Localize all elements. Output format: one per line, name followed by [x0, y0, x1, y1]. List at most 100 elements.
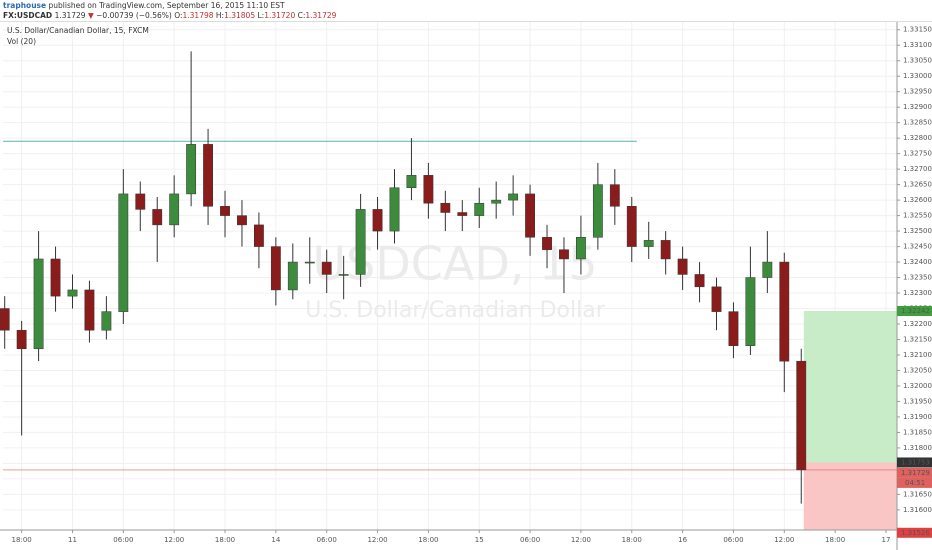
candle-body	[169, 193, 180, 226]
author[interactable]: traphouse	[3, 1, 46, 10]
l: 1.31720	[264, 11, 295, 20]
candle-body	[559, 249, 569, 260]
y-tick-label: 1.32200	[903, 320, 932, 328]
y-tick-label: 1.31950	[903, 397, 932, 405]
candle-body	[542, 237, 552, 250]
y-tick-label: 1.33000	[903, 72, 932, 80]
last: 1.31729	[55, 11, 86, 20]
y-tick-label: 1.32150	[903, 336, 932, 344]
y-tick-label: 1.32350	[903, 274, 932, 282]
header: traphouse published on TradingView.com, …	[3, 1, 337, 20]
y-tick-label: 1.32050	[903, 366, 932, 374]
candle-body	[372, 209, 383, 232]
candle-body	[220, 206, 230, 216]
x-tick-label: 16	[678, 536, 687, 544]
x-tick-label: 06:00	[520, 536, 540, 544]
candle-body	[525, 193, 535, 238]
candle-body	[118, 193, 129, 312]
symbol: FX:USDCAD	[3, 11, 52, 20]
candle-body	[592, 184, 603, 238]
last-price-label-bg	[897, 467, 932, 478]
last-price-label: 1.31729	[901, 469, 930, 477]
target-label: 1.32242	[901, 307, 930, 315]
candle-body	[237, 215, 247, 226]
x-tick-label: 12:00	[571, 536, 591, 544]
candle-body	[508, 193, 519, 201]
grid	[3, 22, 897, 530]
y-tick-label: 1.32000	[903, 382, 932, 390]
x-tick-label: 18:00	[622, 536, 642, 544]
candle-body	[101, 311, 112, 331]
x-tick-label: 06:00	[317, 536, 337, 544]
candle-body	[338, 274, 349, 276]
y-tick-label: 1.31600	[903, 506, 932, 514]
watermark-symbol: USDCAD, 15	[312, 237, 597, 291]
x-tick-label: 06:00	[723, 536, 743, 544]
loss-zone	[803, 462, 897, 530]
y-tick-label: 1.33150	[903, 26, 932, 34]
entry-label-bg	[897, 457, 932, 468]
y-tick-label: 1.31900	[903, 413, 932, 421]
candle-body	[474, 202, 485, 216]
candle-body	[779, 261, 790, 362]
quote-line: FX:USDCAD 1.31729 ▼ −0.00739 (−0.56%) O:…	[3, 11, 337, 20]
stop-label: 1.31526	[901, 529, 930, 537]
candle-body	[626, 206, 637, 247]
profit-zone	[803, 311, 897, 463]
arrow: ▼	[88, 11, 94, 20]
y-tick-label: 1.32800	[903, 134, 932, 142]
x-tick-label: 12:00	[367, 536, 387, 544]
h-label: H:	[216, 11, 224, 20]
candle-body	[33, 258, 44, 350]
candle-body	[643, 240, 654, 247]
x-tick-label: 18:00	[215, 536, 235, 544]
indicator-label: Vol (20)	[7, 37, 36, 46]
axes: 1.316001.316501.317001.317501.318001.318…	[12, 26, 932, 544]
o-label: O:	[174, 11, 182, 20]
y-tick-label: 1.32500	[903, 227, 932, 235]
candle-body	[50, 258, 61, 297]
candle-body	[186, 144, 197, 195]
candle-body	[135, 193, 146, 210]
x-tick-label: 15	[475, 536, 484, 544]
candle-body	[287, 261, 298, 291]
x-tick-label: 11	[68, 536, 77, 544]
plot	[0, 51, 897, 530]
y-tick-label: 1.33100	[903, 41, 932, 49]
candle-body	[728, 311, 739, 346]
y-tick-label: 1.32400	[903, 258, 932, 266]
x-tick-label: 06:00	[113, 536, 133, 544]
y-tick-label: 1.32950	[903, 88, 932, 96]
candle-body	[491, 199, 502, 204]
published: published on TradingView.com, September …	[49, 1, 286, 10]
candle-body	[203, 144, 213, 207]
entry-label: 1.31753	[901, 458, 930, 466]
y-tick-label: 1.31650	[903, 490, 932, 498]
y-tick-label: 1.31800	[903, 444, 932, 452]
y-tick-label: 1.32850	[903, 119, 932, 127]
candle-body	[576, 237, 586, 260]
candle-body	[694, 274, 705, 288]
c-label: C:	[298, 11, 306, 20]
x-tick-label: 18:00	[418, 536, 438, 544]
c: 1.31729	[305, 11, 336, 20]
stop-label-bg	[897, 527, 932, 538]
candle-body	[796, 360, 807, 471]
candle-body	[84, 289, 95, 331]
candle-body	[440, 202, 451, 213]
candle-body	[711, 286, 722, 312]
candle-body	[457, 212, 468, 216]
y-tick-label: 1.33050	[903, 57, 932, 65]
x-tick-label: 12:00	[164, 536, 184, 544]
y-tick-label: 1.32100	[903, 351, 932, 359]
x-tick-label: 18:00	[12, 536, 32, 544]
candle-body	[270, 246, 281, 291]
candle-body	[321, 261, 332, 275]
candle-body	[660, 240, 671, 260]
x-tick-label: 18:00	[825, 536, 845, 544]
y-tick-label: 1.32750	[903, 150, 932, 158]
y-tick-label: 1.32300	[903, 289, 932, 297]
candle-body	[762, 261, 773, 278]
x-tick-label: 14	[271, 536, 280, 544]
